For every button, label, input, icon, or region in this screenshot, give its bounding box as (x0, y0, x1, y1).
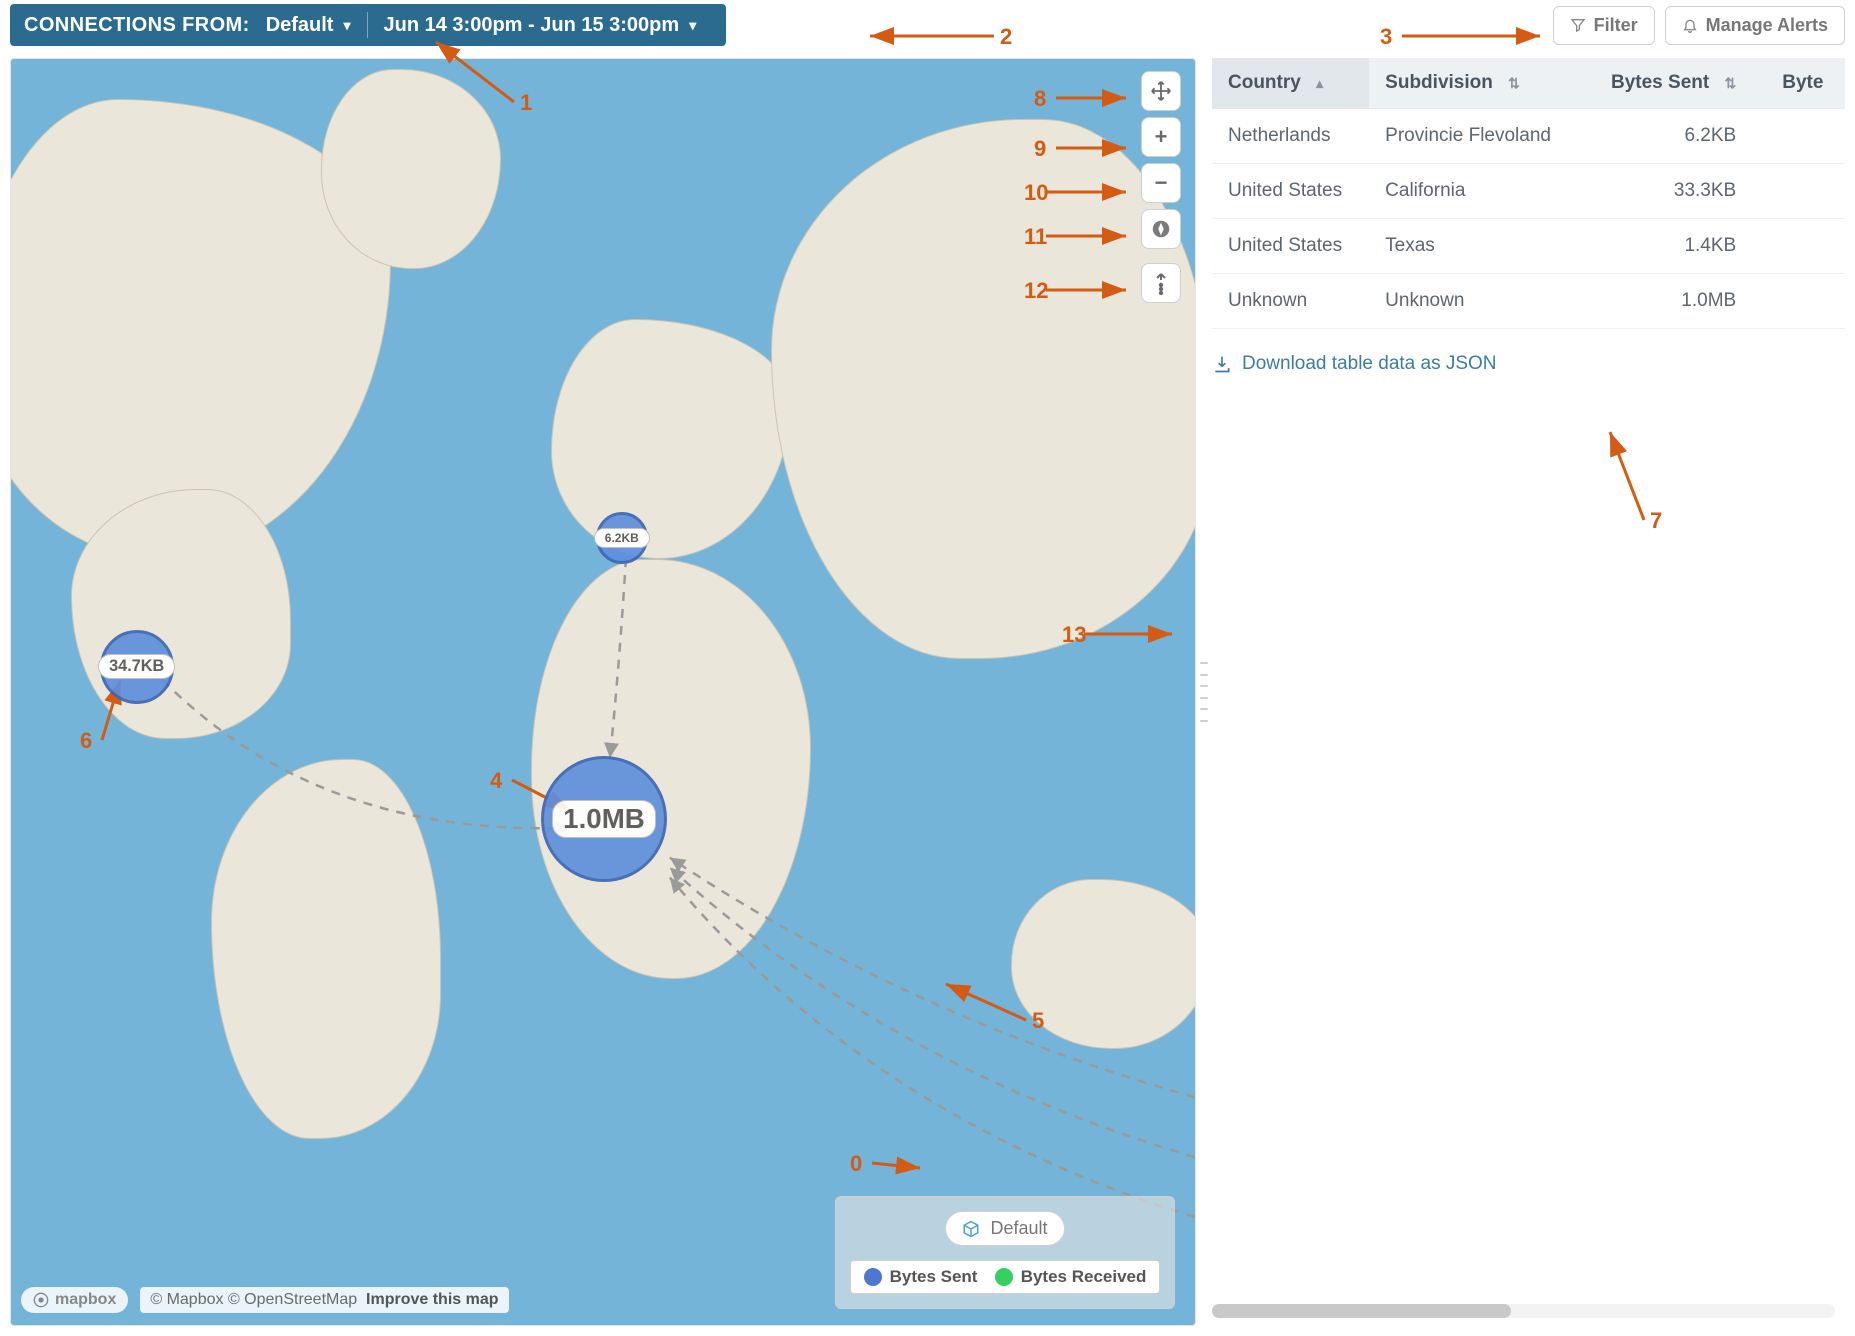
cell-truncated (1766, 164, 1845, 219)
plus-icon: + (1155, 124, 1168, 150)
scope-value: Default (266, 14, 334, 37)
col-subdivision-label: Subdivision (1385, 72, 1493, 93)
bubble-label: 1.0MB (552, 800, 656, 838)
data-bubble[interactable]: 1.0MB (541, 756, 667, 882)
map-copyright: © Mapbox © OpenStreetMap Improve this ma… (140, 1287, 508, 1313)
connections-table: Country ▴ Subdivision ⇅ Bytes Sent ⇅ Byt… (1212, 58, 1845, 329)
map-land (551, 319, 791, 559)
bubble-label: 34.7KB (98, 654, 175, 679)
legend-node-pill[interactable]: Default (945, 1211, 1064, 1246)
cell-subdivision: California (1369, 164, 1582, 219)
topbar-actions: Filter Manage Alerts (1553, 6, 1845, 45)
improve-map-link[interactable]: Improve this map (366, 1291, 498, 1308)
move-icon (1150, 80, 1172, 102)
connections-from-label: CONNECTIONS FROM: (24, 14, 250, 37)
cell-country: Netherlands (1212, 109, 1369, 164)
cell-bytes-sent: 6.2KB (1582, 109, 1766, 164)
table-horizontal-scrollbar[interactable] (1212, 1304, 1835, 1318)
filter-label: Filter (1594, 15, 1638, 36)
legend-item-received: Bytes Received (995, 1267, 1147, 1287)
scope-dropdown[interactable]: Default ▾ (250, 4, 367, 46)
topbar: CONNECTIONS FROM: Default ▾ Jun 14 3:00p… (10, 4, 1845, 46)
map[interactable]: 34.7KB 6.2KB 1.0MB + − Default (10, 58, 1196, 1326)
legend-node-label: Default (990, 1218, 1047, 1239)
download-json-link[interactable]: Download table data as JSON (1212, 353, 1497, 375)
cell-bytes-sent: 1.4KB (1582, 219, 1766, 274)
cell-country: United States (1212, 164, 1369, 219)
table-row[interactable]: UnknownUnknown1.0MB (1212, 274, 1845, 329)
table-row[interactable]: United StatesCalifornia33.3KB (1212, 164, 1845, 219)
filter-button[interactable]: Filter (1553, 6, 1655, 45)
map-land (211, 759, 441, 1139)
col-bytes-sent[interactable]: Bytes Sent ⇅ (1582, 58, 1766, 109)
cell-subdivision: Unknown (1369, 274, 1582, 329)
chevron-down-icon: ▾ (689, 17, 696, 34)
map-land (321, 69, 501, 269)
cell-subdivision: Provincie Flevoland (1369, 109, 1582, 164)
map-controls: + − (1141, 71, 1181, 303)
col-country[interactable]: Country ▴ (1212, 58, 1369, 109)
sort-asc-icon: ▴ (1316, 75, 1323, 91)
download-label: Download table data as JSON (1242, 353, 1497, 375)
swatch-sent (864, 1268, 882, 1286)
map-attribution: mapbox © Mapbox © OpenStreetMap Improve … (21, 1287, 509, 1313)
chevron-down-icon: ▾ (343, 17, 350, 34)
swatch-received (995, 1268, 1013, 1286)
bell-icon (1682, 17, 1698, 33)
cube-icon (962, 1220, 980, 1238)
alerts-label: Manage Alerts (1706, 15, 1828, 36)
north-arrow-icon (1151, 271, 1171, 295)
map-legend: Default Bytes Sent Bytes Received (835, 1196, 1175, 1309)
cell-truncated (1766, 274, 1845, 329)
content: 34.7KB 6.2KB 1.0MB + − Default (10, 58, 1845, 1326)
filter-icon (1570, 17, 1586, 33)
col-bytes-more-label: Byte (1782, 72, 1823, 93)
sort-icon: ⇅ (1508, 75, 1520, 91)
minus-icon: − (1155, 170, 1168, 196)
timerange-dropdown[interactable]: Jun 14 3:00pm - Jun 15 3:00pm ▾ (368, 4, 713, 46)
table-row[interactable]: NetherlandsProvincie Flevoland6.2KB (1212, 109, 1845, 164)
map-pan-button[interactable] (1141, 71, 1181, 111)
resize-handle[interactable] (1200, 662, 1208, 722)
map-land (1011, 879, 1196, 1049)
cell-bytes-sent: 1.0MB (1582, 274, 1766, 329)
cell-subdivision: Texas (1369, 219, 1582, 274)
timerange-value: Jun 14 3:00pm - Jun 15 3:00pm (384, 14, 680, 37)
cell-bytes-sent: 33.3KB (1582, 164, 1766, 219)
col-subdivision[interactable]: Subdivision ⇅ (1369, 58, 1582, 109)
topbar-scope: CONNECTIONS FROM: Default ▾ Jun 14 3:00p… (10, 4, 726, 46)
map-north-button[interactable] (1141, 263, 1181, 303)
mapbox-text: mapbox (55, 1291, 116, 1309)
map-compass-button[interactable] (1141, 209, 1181, 249)
cell-truncated (1766, 219, 1845, 274)
scrollbar-thumb[interactable] (1212, 1304, 1511, 1318)
bubble-label: 6.2KB (594, 528, 650, 548)
legend-received-label: Bytes Received (1021, 1267, 1147, 1287)
col-bytes-more[interactable]: Byte (1766, 58, 1845, 109)
sort-icon: ⇅ (1724, 75, 1736, 91)
mapbox-logo[interactable]: mapbox (21, 1287, 128, 1313)
map-land (71, 489, 291, 739)
compass-icon (1150, 218, 1172, 240)
copyright-text: © Mapbox © OpenStreetMap (150, 1291, 357, 1308)
legend-item-sent: Bytes Sent (864, 1267, 978, 1287)
col-bytes-sent-label: Bytes Sent (1611, 72, 1709, 93)
legend-sent-label: Bytes Sent (890, 1267, 978, 1287)
map-land (771, 119, 1196, 659)
data-bubble[interactable]: 6.2KB (596, 512, 648, 564)
manage-alerts-button[interactable]: Manage Alerts (1665, 6, 1845, 45)
map-zoom-in-button[interactable]: + (1141, 117, 1181, 157)
data-bubble[interactable]: 34.7KB (100, 630, 174, 704)
cell-country: United States (1212, 219, 1369, 274)
cell-truncated (1766, 109, 1845, 164)
cell-country: Unknown (1212, 274, 1369, 329)
side-panel: Country ▴ Subdivision ⇅ Bytes Sent ⇅ Byt… (1196, 58, 1845, 1326)
download-icon (1212, 354, 1232, 374)
map-zoom-out-button[interactable]: − (1141, 163, 1181, 203)
table-header: Country ▴ Subdivision ⇅ Bytes Sent ⇅ Byt… (1212, 58, 1845, 109)
legend-series: Bytes Sent Bytes Received (850, 1260, 1160, 1294)
col-country-label: Country (1228, 72, 1301, 93)
table-row[interactable]: United StatesTexas1.4KB (1212, 219, 1845, 274)
mapbox-icon (33, 1292, 49, 1308)
